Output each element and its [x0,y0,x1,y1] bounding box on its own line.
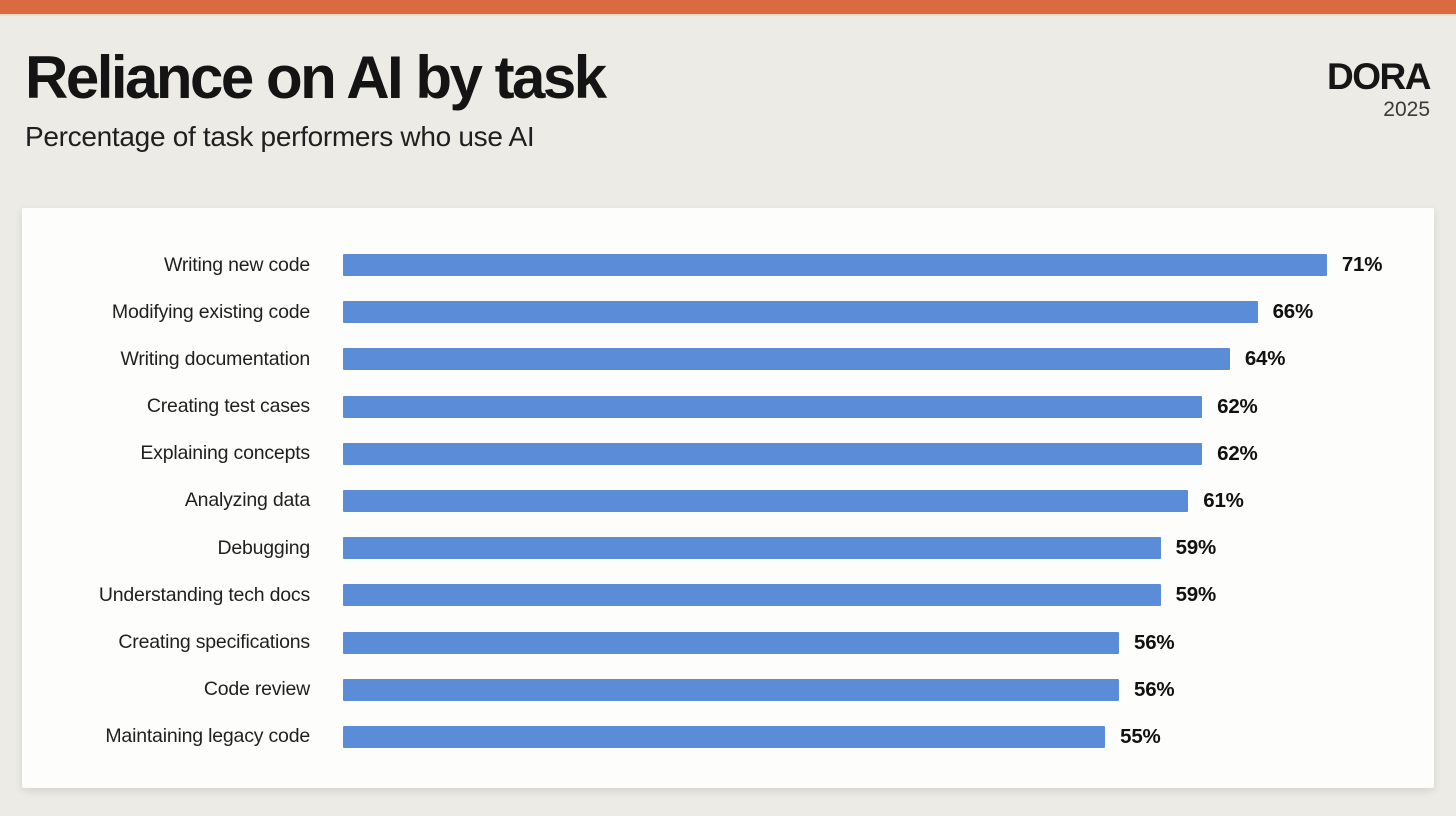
bar-row: Analyzing data 61% [22,478,1410,524]
bar-chart: Writing new code 71% Modifying existing co… [22,242,1410,760]
bar-value-label: 62% [1217,394,1258,418]
bar [343,678,1119,701]
bar-track: 56% [343,678,1410,702]
bar-category-label: Writing new code [163,253,310,276]
bar-row: Modifying existing code 66% [22,289,1410,335]
bar-row: Writing new code 71% [22,242,1410,288]
bar-row: Maintaining legacy code 55% [22,714,1410,760]
bar-category-label: Understanding tech docs [98,583,310,606]
bar-track: 59% [343,536,1410,560]
bar-category-label: Writing documentation [120,347,311,370]
bar-value-label: 64% [1244,347,1286,371]
bar-row: Debugging 59% [22,525,1410,571]
bar-track: 62% [343,395,1410,419]
bar-value-label: 62% [1217,441,1258,465]
bar-value-label: 56% [1134,630,1175,654]
bar [343,489,1189,512]
bar-track: 62% [343,442,1410,466]
bar [343,301,1258,324]
bar-category-label: Code review [203,678,310,701]
page-title: Reliance on AI by task [25,44,607,111]
bar-row: Explaining concepts 62% [22,431,1410,477]
bar-row: Writing documentation 64% [22,336,1410,382]
bar-category-label: Maintaining legacy code [105,725,310,748]
bar-track: 61% [343,489,1410,513]
bar-value-label: 59% [1175,536,1217,560]
bar-category-label: Analyzing data [184,489,310,512]
bar [343,537,1161,560]
dora-logo: DORA 2025 [1327,56,1431,121]
bar-value-label: 71% [1341,253,1383,276]
bar-category-label: Modifying existing code [111,300,310,323]
header: Reliance on AI by task Percentage of tas… [0,16,1456,208]
bar [343,442,1203,465]
bar-category-label: Debugging [217,536,310,559]
bar-value-label: 55% [1120,724,1161,748]
bar-value-label: 56% [1134,677,1175,701]
bar-track: 55% [343,725,1410,749]
bar-track: 56% [343,631,1410,655]
bar [343,631,1119,654]
bar-category-label: Creating specifications [118,631,310,653]
bar [343,725,1106,748]
dora-logo-year: 2025 [1383,98,1430,121]
bar-value-label: 59% [1175,583,1217,607]
bar-row: Code review 56% [22,667,1410,713]
header-text: Reliance on AI by task Percentage of tas… [25,44,607,153]
bar-track: 64% [343,347,1410,371]
bar [343,395,1203,418]
page-subtitle: Percentage of task performers who use AI [25,120,535,152]
bar-track: 59% [343,583,1410,607]
bar-category-label: Explaining concepts [140,442,310,465]
bar-track: 66% [343,300,1410,324]
bar-row: Creating test cases 62% [22,384,1410,430]
bar [343,254,1327,276]
bar-row: Creating specifications 56% [22,620,1410,666]
chart-card: Writing new code 71% Modifying existing co… [22,208,1434,788]
bar-row: Understanding tech docs 59% [22,572,1410,618]
bar [343,348,1230,371]
bar-track: 71% [343,253,1410,277]
bar-value-label: 61% [1203,488,1244,512]
bar-category-label: Creating test cases [146,395,310,418]
bar-value-label: 66% [1272,300,1314,324]
bar [343,584,1161,607]
dora-logo-wordmark: DORA [1327,56,1431,97]
top-accent-bar [0,0,1456,16]
